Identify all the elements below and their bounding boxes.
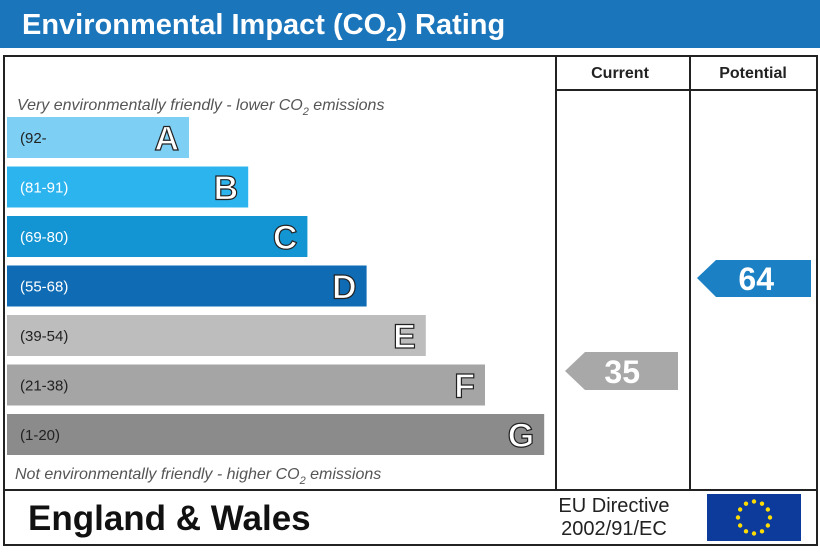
band-range: (39-54) <box>20 328 68 345</box>
band-bar <box>7 117 189 158</box>
current-rating: 35 <box>604 354 640 390</box>
note-text: Very environmentally friendly - lower CO <box>17 97 303 114</box>
title-sub: 2 <box>386 24 397 46</box>
band-bar <box>7 265 367 307</box>
title: Environmental Impact (CO2) Rating <box>22 9 505 46</box>
band-range: (81-91) <box>20 180 68 197</box>
title-text: Environmental Impact (CO <box>22 9 386 41</box>
band-range: (92- <box>20 130 47 147</box>
eu-stars <box>735 499 773 536</box>
frame <box>3 55 818 546</box>
top-note: Very environmentally friendly - lower CO… <box>17 97 384 118</box>
bands: (92- A (81-91) B (69-80) C (55-68) D (39-54) E (21… <box>7 117 545 456</box>
potential-arrow <box>697 260 811 297</box>
band-letter: D <box>332 269 357 307</box>
directive: EU Directive <box>558 495 669 517</box>
current-arrow <box>565 352 678 390</box>
band-bar <box>7 166 249 208</box>
note-text: emissions <box>306 466 382 483</box>
eu-star <box>737 507 743 512</box>
band-bar <box>7 216 308 257</box>
eu-star <box>765 523 771 528</box>
directive: 2002/91/EC <box>561 518 667 540</box>
band-bar <box>7 364 485 406</box>
band-range: (69-80) <box>20 229 68 246</box>
eu-star <box>759 529 765 534</box>
title-bar <box>0 0 820 48</box>
eu-star <box>737 523 743 528</box>
eu-star <box>743 501 749 506</box>
band-letter: F <box>454 368 475 406</box>
band-range: (1-20) <box>20 427 60 444</box>
eu-star <box>759 501 765 506</box>
eu-star <box>743 529 749 534</box>
potential-rating: 64 <box>738 261 774 297</box>
band-letter: A <box>154 120 179 158</box>
band-letter: C <box>273 219 298 257</box>
title-text: ) Rating <box>397 9 505 41</box>
band-letter: G <box>508 417 534 455</box>
note-sub: 2 <box>302 106 309 118</box>
band-range: (55-68) <box>20 279 68 296</box>
column-header: Potential <box>719 65 787 82</box>
band-letter: E <box>393 318 416 356</box>
note-text: emissions <box>309 97 385 114</box>
eu-star <box>735 515 741 520</box>
eu-star <box>765 507 771 512</box>
band-bar <box>7 315 426 356</box>
column-header: Current <box>591 65 649 82</box>
eu-star <box>751 499 757 504</box>
region: England & Wales <box>28 499 311 538</box>
note-text: Not environmentally friendly - higher CO <box>15 466 300 483</box>
eu-star <box>767 515 773 520</box>
eu-star <box>751 531 757 536</box>
band-letter: B <box>214 170 239 208</box>
band-range: (21-38) <box>20 378 68 395</box>
bottom-note: Not environmentally friendly - higher CO… <box>15 466 381 487</box>
band-bar <box>7 414 545 455</box>
note-sub: 2 <box>299 475 306 487</box>
